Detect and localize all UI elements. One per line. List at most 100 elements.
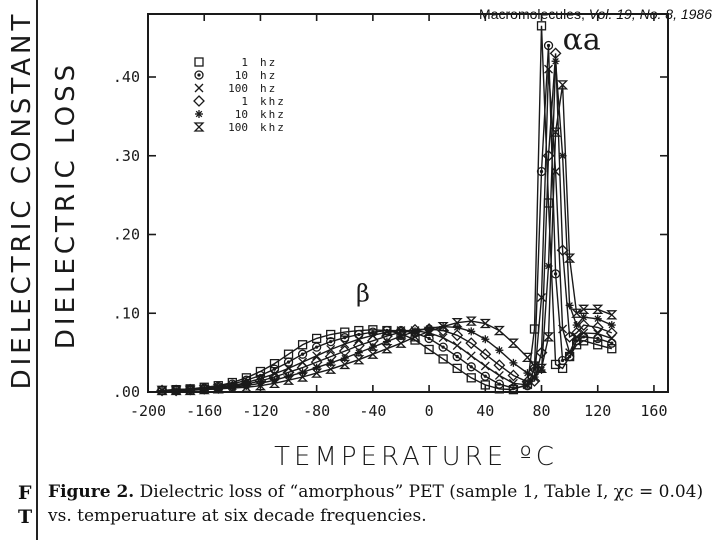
data-point: [558, 151, 567, 160]
chart-axes: -200 -160 -120 -80 -40 0 40 80 120 160 .00 .10 .20 .3…: [113, 13, 669, 420]
legend-marker: [194, 57, 204, 67]
data-point: [591, 321, 604, 334]
legend-unit: hz: [260, 82, 277, 95]
data-point: [557, 355, 568, 366]
legend-marker: [193, 122, 205, 132]
data-point: [592, 304, 604, 314]
data-point: [311, 342, 322, 352]
data-point: [494, 379, 505, 389]
annotation: β: [356, 279, 370, 307]
x-tick-label: 0: [425, 402, 434, 420]
y-tick-label: .00: [113, 383, 140, 401]
caption-text: Dielectric loss of “amorphous” PET (samp…: [48, 482, 704, 526]
legend-marker: [193, 95, 205, 107]
x-tick-label: -40: [359, 402, 386, 420]
data-point: [283, 357, 294, 367]
data-point: [451, 318, 463, 328]
data-point: [452, 363, 462, 374]
data-point: [570, 327, 583, 339]
data-point: [424, 344, 434, 355]
data-point: [311, 333, 322, 344]
data-point: [565, 348, 575, 358]
data-point: [297, 349, 308, 359]
data-point: [438, 342, 448, 352]
data-point: [605, 327, 618, 339]
data-point: [530, 373, 539, 382]
data-point: [395, 338, 407, 348]
y-tick-label: .20: [113, 226, 140, 244]
x-axis-label: TEMPERATURE ºC: [274, 442, 558, 472]
x-tick-label: 40: [476, 402, 494, 420]
data-point: [467, 327, 476, 336]
data-point: [354, 334, 364, 344]
data-point: [480, 380, 490, 390]
data-point: [438, 333, 448, 343]
data-point: [578, 304, 590, 314]
series-line: [162, 25, 612, 392]
data-point: [523, 369, 532, 378]
data-point: [268, 378, 281, 388]
legend-value: 10: [235, 69, 248, 82]
y-tick-label: .40: [113, 68, 140, 86]
legend-unit: khz: [260, 121, 286, 134]
data-point: [170, 385, 182, 396]
data-point: [282, 375, 295, 385]
annotation: αa: [563, 22, 601, 57]
data-point: [226, 383, 238, 393]
x-tick-label: 160: [640, 402, 667, 420]
y-tick-label: .30: [113, 147, 140, 165]
data-point: [481, 335, 490, 344]
data-point: [579, 313, 588, 322]
data-point: [184, 385, 196, 396]
data-point: [437, 321, 449, 332]
data-point: [381, 344, 393, 354]
data-point: [528, 361, 541, 371]
data-point: [465, 316, 477, 326]
data-point: [480, 371, 490, 381]
data-point: [507, 369, 520, 382]
data-point: [535, 363, 548, 374]
data-point: [542, 332, 555, 342]
data-point: [156, 385, 168, 396]
x-tick-label: -160: [186, 402, 222, 420]
data-point: [558, 324, 568, 334]
data-point: [557, 80, 569, 90]
stray-letter-2: T: [18, 506, 33, 528]
data-point: [480, 361, 490, 371]
data-point: [297, 340, 308, 350]
data-point: [528, 375, 541, 387]
data-point: [508, 378, 518, 388]
data-point: [556, 244, 569, 257]
figure-caption: Figure 2. Dielectric loss of “amorphous”…: [48, 480, 708, 528]
data-point: [551, 57, 560, 66]
data-point: [521, 352, 534, 363]
x-tick-label: 80: [532, 402, 550, 420]
data-point: [593, 314, 602, 323]
legend-marker: [195, 110, 203, 118]
x-tick-label: -200: [130, 402, 166, 420]
data-point: [495, 346, 504, 355]
data-point: [298, 368, 307, 377]
data-point: [565, 301, 574, 310]
legend-marker: [194, 70, 204, 80]
y-axis-label: DIELECTRIC LOSS: [51, 61, 81, 349]
chart-legend: 1 hz 10 hz 100 hz 1 khz 10 khz 100 khz: [193, 56, 286, 134]
data-point: [353, 355, 365, 365]
x-tick-label: 120: [584, 402, 611, 420]
plot-frame: [147, 13, 669, 393]
data-point: [551, 167, 561, 176]
data-point: [451, 329, 464, 342]
stray-letter-1: F: [18, 482, 32, 504]
data-point: [579, 328, 589, 338]
data-point: [494, 371, 504, 380]
data-point: [549, 127, 562, 137]
figure-label: Figure 2.: [48, 482, 135, 502]
data-point: [543, 40, 554, 51]
data-point: [593, 340, 603, 350]
legend-value: 1: [241, 56, 248, 69]
data-point: [544, 64, 554, 74]
data-point: [493, 359, 506, 372]
data-point: [563, 330, 576, 343]
data-point: [571, 308, 583, 318]
